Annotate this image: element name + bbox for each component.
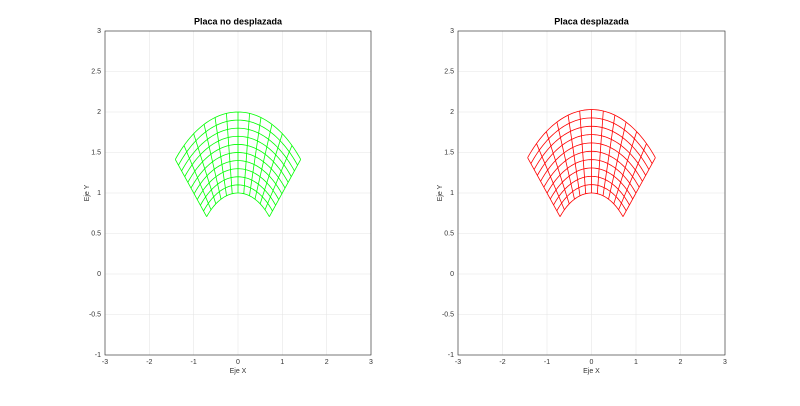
x-tick-label: -1 bbox=[191, 359, 197, 366]
x-tick-label: 1 bbox=[634, 359, 638, 366]
axes-box bbox=[104, 30, 372, 356]
mesh-radial bbox=[602, 115, 616, 196]
x-axis-label: Eje X bbox=[583, 368, 600, 375]
chart-title: Placa no desplazada bbox=[194, 16, 283, 26]
mesh-radial bbox=[613, 131, 638, 204]
y-tick-label: 1 bbox=[97, 190, 101, 197]
mesh-radial bbox=[226, 113, 233, 194]
mesh-radial bbox=[264, 145, 293, 210]
y-tick-label: 1.5 bbox=[444, 149, 454, 156]
y-tick-label: 0 bbox=[450, 271, 454, 278]
y-tick-label: -1 bbox=[448, 352, 454, 359]
y-tick-label: 0 bbox=[97, 271, 101, 278]
mesh-radial bbox=[268, 159, 302, 217]
y-tick-label: 2.5 bbox=[91, 68, 101, 75]
mesh-radial bbox=[618, 143, 647, 210]
y-tick-label: 1 bbox=[450, 190, 454, 197]
mesh-radial bbox=[183, 145, 212, 210]
y-tick-label: 3 bbox=[97, 28, 101, 35]
x-tick-label: 3 bbox=[369, 359, 373, 366]
y-axis-label: Eje Y bbox=[84, 184, 91, 201]
mesh-radial bbox=[174, 159, 208, 217]
mesh-radial bbox=[608, 122, 627, 200]
x-tick-label: 2 bbox=[679, 359, 683, 366]
y-tick-label: -0.5 bbox=[89, 311, 101, 318]
y-tick-label: -1 bbox=[95, 352, 101, 359]
mesh-radial bbox=[193, 133, 217, 204]
mesh-radial bbox=[622, 157, 656, 217]
subplot: -3 -2 -1 0 1 2 3 -1 -0.5 0 0.5 1 1.5 2 2.5 3 Placa despl… bbox=[437, 16, 727, 374]
mesh-radial bbox=[214, 117, 227, 196]
x-tick-label: 2 bbox=[325, 359, 329, 366]
y-tick-label: -0.5 bbox=[442, 311, 454, 318]
y-tick-label: 3 bbox=[450, 28, 454, 35]
mesh-radial bbox=[596, 110, 604, 194]
chart-title: Placa desplazada bbox=[554, 16, 630, 26]
mesh-radial bbox=[536, 143, 565, 210]
y-axis-label: Eje Y bbox=[437, 184, 444, 201]
mesh-radial bbox=[249, 117, 262, 196]
subplot: -3 -2 -1 0 1 2 3 -1 -0.5 0 0.5 1 1.5 2 2.5 3 Placa no de… bbox=[84, 16, 373, 374]
x-tick-label: 3 bbox=[723, 359, 727, 366]
x-axis-label: Eje X bbox=[230, 368, 247, 375]
mesh-radial bbox=[243, 113, 250, 194]
mesh-radial bbox=[203, 124, 222, 200]
mesh-radial bbox=[556, 122, 575, 200]
mesh-radial bbox=[527, 157, 561, 217]
y-tick-label: 1.5 bbox=[91, 149, 101, 156]
axes-box bbox=[457, 30, 726, 356]
mesh-radial bbox=[254, 124, 273, 200]
y-tick-label: 0.5 bbox=[91, 230, 101, 237]
mesh-radial bbox=[567, 115, 581, 196]
y-tick-label: 2 bbox=[97, 109, 101, 116]
x-tick-label: 0 bbox=[590, 359, 594, 366]
mesh-radial bbox=[259, 133, 283, 204]
x-tick-label: 1 bbox=[280, 359, 284, 366]
y-tick-label: 0.5 bbox=[444, 230, 454, 237]
x-tick-label: -2 bbox=[146, 359, 152, 366]
y-tick-label: 2 bbox=[450, 109, 454, 116]
x-tick-label: -2 bbox=[499, 359, 505, 366]
x-tick-label: -3 bbox=[455, 359, 461, 366]
mesh-radial bbox=[579, 110, 587, 194]
x-tick-label: 0 bbox=[236, 359, 240, 366]
mesh-radial bbox=[545, 131, 570, 204]
x-tick-label: -1 bbox=[544, 359, 550, 366]
x-tick-label: -3 bbox=[102, 359, 108, 366]
y-tick-label: 2.5 bbox=[444, 68, 454, 75]
